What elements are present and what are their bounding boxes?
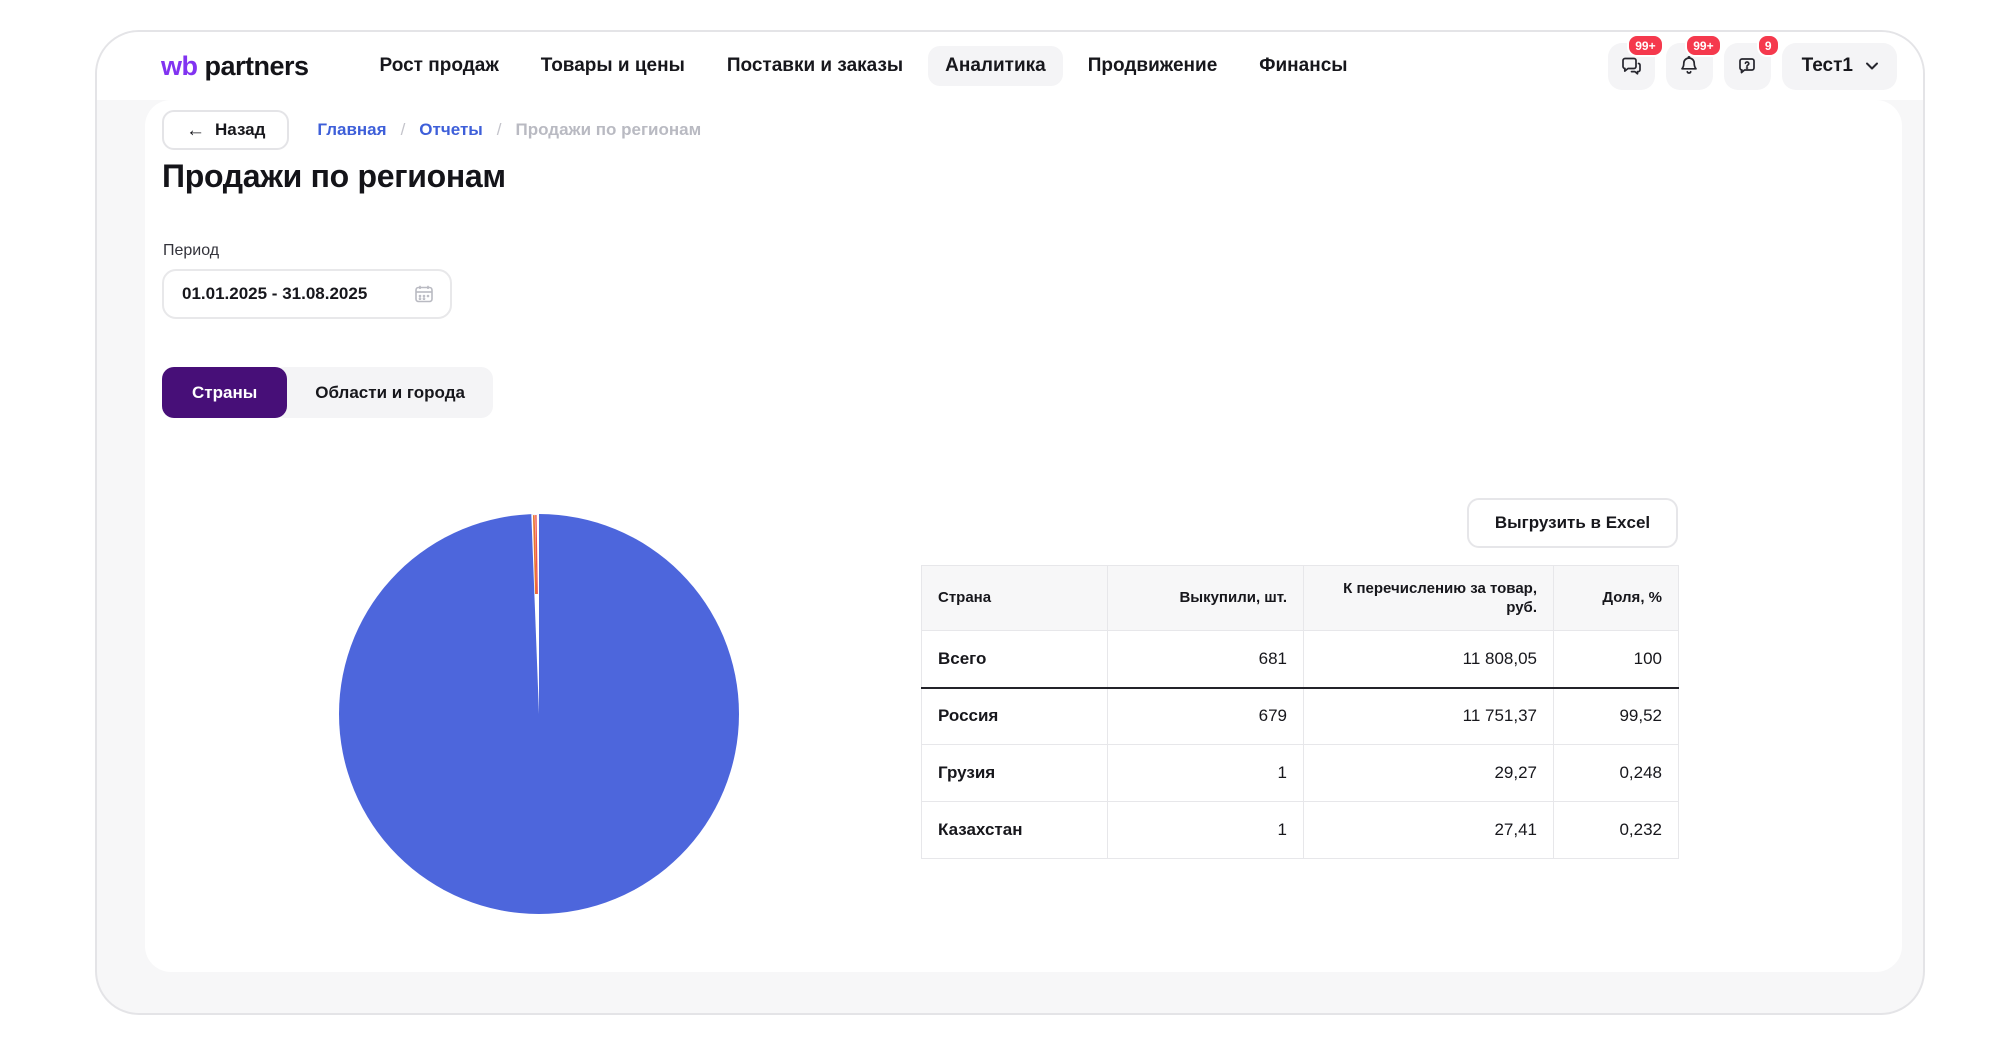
column-header-amount: К перечислению за товар, руб. (1303, 565, 1554, 631)
breadcrumb-row: ← Назад Главная / Отчеты / Продажи по ре… (162, 109, 701, 151)
nav-item-supplies-orders[interactable]: Поставки и заказы (726, 55, 904, 76)
nav-item-goods-prices[interactable]: Товары и цены (540, 55, 685, 76)
breadcrumb-separator: / (400, 120, 406, 139)
column-header-share: Доля, % (1553, 565, 1679, 631)
nav-item-promotion[interactable]: Продвижение (1087, 55, 1218, 76)
table-row-kazakhstan: Казахстан 1 27,41 0,232 (921, 801, 1679, 859)
user-menu-button[interactable]: Тест1 (1781, 42, 1897, 90)
breadcrumb-current: Продажи по регионам (515, 120, 702, 139)
breadcrumb: Главная / Отчеты / Продажи по регионам (317, 120, 701, 140)
cell-units: 681 (1107, 630, 1304, 689)
help-badge: 9 (1756, 33, 1780, 57)
cell-units: 1 (1107, 801, 1304, 859)
help-button[interactable]: 9 (1723, 33, 1780, 90)
regions-table: Страна Выкупили, шт. К перечислению за т… (921, 565, 1679, 859)
cell-country: Грузия (921, 744, 1108, 802)
breadcrumb-separator: / (496, 120, 502, 139)
nav-item-sales-growth[interactable]: Рост продаж (379, 55, 499, 76)
nav-item-analytics[interactable]: Аналитика (928, 46, 1063, 86)
cell-country: Всего (921, 630, 1108, 689)
cell-amount: 11 751,37 (1303, 687, 1554, 745)
table-header-row: Страна Выкупили, шт. К перечислению за т… (921, 565, 1679, 631)
chevron-down-icon (1866, 62, 1878, 70)
logo-wb: wb (161, 50, 198, 81)
back-button[interactable]: ← Назад (162, 110, 290, 150)
cell-share: 100 (1553, 630, 1679, 689)
tab-regions-cities[interactable]: Области и города (273, 367, 493, 418)
cell-share: 0,248 (1553, 744, 1679, 802)
column-header-country: Страна (921, 565, 1108, 631)
breadcrumb-home[interactable]: Главная (317, 120, 387, 139)
pie-slice-georgia (532, 515, 537, 595)
table-row-russia: Россия 679 11 751,37 99,52 (921, 687, 1679, 745)
nav-item-finance[interactable]: Финансы (1259, 55, 1348, 76)
app-card: wb partners Рост продаж Товары и цены По… (95, 30, 1925, 1015)
cell-amount: 11 808,05 (1303, 630, 1554, 689)
wb-partners-logo: wb partners (161, 51, 309, 82)
back-label: Назад (215, 120, 266, 139)
notifications-button[interactable]: 99+ (1665, 33, 1722, 90)
table-row-total: Всего 681 11 808,05 100 (921, 630, 1679, 689)
cell-country: Россия (921, 687, 1108, 745)
table-row-georgia: Грузия 1 29,27 0,248 (921, 744, 1679, 802)
notifications-badge: 99+ (1685, 33, 1722, 57)
cell-country: Казахстан (921, 801, 1108, 859)
calendar-icon (415, 285, 433, 303)
top-navigation-bar: wb partners Рост продаж Товары и цены По… (97, 32, 1923, 100)
cell-share: 99,52 (1553, 687, 1679, 745)
period-label: Период (163, 242, 220, 259)
breadcrumb-reports[interactable]: Отчеты (419, 120, 483, 139)
main-nav: Рост продаж Товары и цены Поставки и зак… (363, 46, 1608, 86)
tab-countries[interactable]: Страны (162, 367, 288, 418)
column-header-units: Выкупили, шт. (1107, 565, 1304, 631)
pie-slice-kazakhstan (535, 514, 538, 595)
logo-partners: partners (204, 50, 310, 81)
period-value: 01.01.2025 - 31.08.2025 (182, 284, 368, 303)
help-icon (1739, 58, 1755, 74)
cell-units: 1 (1107, 744, 1304, 802)
content-panel: ← Назад Главная / Отчеты / Продажи по ре… (145, 100, 1902, 972)
region-tabs: Страны Области и города (162, 367, 493, 418)
cell-amount: 29,27 (1303, 744, 1554, 802)
cell-units: 679 (1107, 687, 1304, 745)
back-arrow-icon: ← (186, 119, 205, 141)
period-date-range-input[interactable]: 01.01.2025 - 31.08.2025 (162, 269, 452, 319)
header-actions: 99+ 99+ 9 Тест1 (1607, 33, 1897, 90)
cell-share: 0,232 (1553, 801, 1679, 859)
export-excel-button[interactable]: Выгрузить в Excel (1467, 498, 1678, 548)
regions-table-wrap: Страна Выкупили, шт. К перечислению за т… (921, 565, 1679, 859)
cell-amount: 27,41 (1303, 801, 1554, 859)
messages-button[interactable]: 99+ (1607, 33, 1664, 90)
sales-pie-chart (337, 512, 741, 916)
chat-icon (1622, 57, 1641, 75)
page-title: Продажи по регионам (162, 158, 506, 194)
bell-icon (1681, 55, 1697, 74)
user-name: Тест1 (1801, 55, 1853, 76)
messages-badge: 99+ (1627, 33, 1664, 57)
